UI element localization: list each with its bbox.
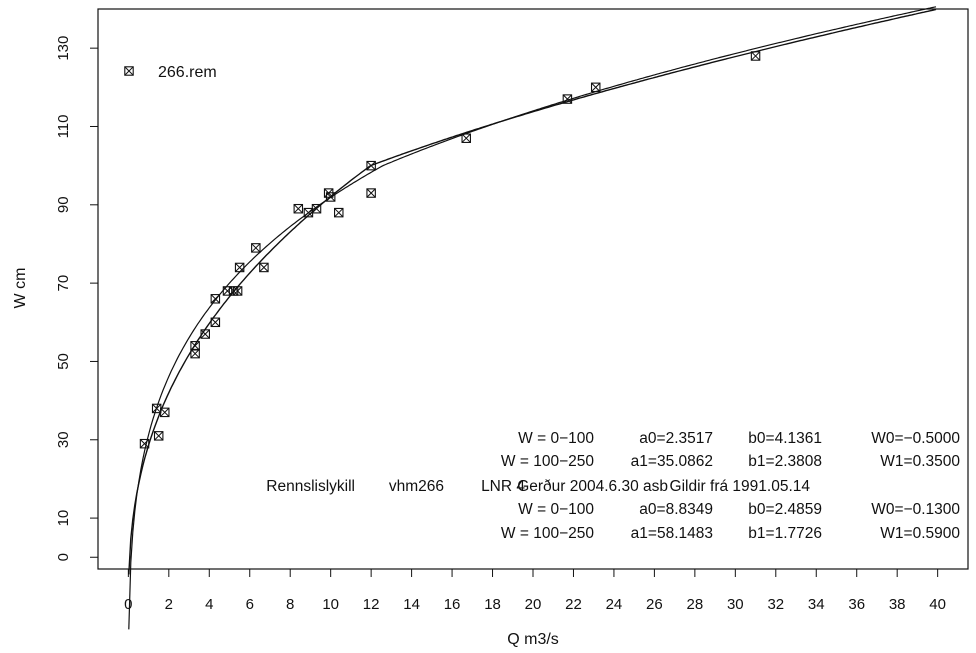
- annotation-text: a1=58.1483: [631, 525, 713, 542]
- y-axis: 0 10 30 50 70 90 110 130: [55, 36, 98, 561]
- annotation-text: a0=2.3517: [639, 430, 713, 447]
- data-point: [153, 431, 164, 441]
- data-point: [139, 438, 150, 449]
- annotation-text: Gildir frá 1991.05.14: [670, 478, 811, 495]
- annotation-text: b1=2.3808: [748, 453, 822, 470]
- x-tick-label: 12: [363, 596, 380, 613]
- x-tick-label: 18: [484, 596, 501, 613]
- annotation-text: W0=−0.5000: [871, 430, 960, 447]
- x-tick-label: 20: [525, 596, 542, 613]
- annotation-text: a1=35.0862: [631, 453, 713, 470]
- y-tick-label: 30: [55, 431, 72, 448]
- legend-marker: [124, 66, 134, 76]
- annotation-text: b1=1.7726: [748, 525, 822, 542]
- y-tick-label: 110: [55, 115, 72, 139]
- data-point: [334, 207, 344, 218]
- data-point: [259, 262, 269, 273]
- legend-symbol: [124, 66, 134, 76]
- data-point: [190, 348, 200, 359]
- data-point: [210, 294, 221, 304]
- data-point: [251, 243, 261, 253]
- data-point: [461, 133, 471, 143]
- data-point: [190, 341, 200, 351]
- x-tick-label: 28: [687, 596, 704, 613]
- data-point: [232, 286, 243, 296]
- legend: 266.rem: [124, 64, 217, 81]
- annotation-text: W = 0−100: [518, 430, 594, 447]
- y-tick-label: 90: [55, 196, 72, 213]
- y-tick-label: 50: [55, 353, 72, 370]
- annotation-block: W = 0−100 a0=2.3517 b0=4.1361 W0=−0.5000 W =…: [266, 430, 960, 542]
- annotation-text: W = 100−250: [501, 453, 594, 470]
- legend-label: 266.rem: [158, 64, 217, 81]
- data-point: [200, 329, 210, 339]
- data-point: [151, 403, 162, 414]
- x-tick-label: 40: [929, 596, 946, 613]
- data-point: [325, 192, 336, 202]
- data-point: [160, 407, 170, 418]
- y-tick-label: 0: [55, 553, 72, 561]
- x-tick-label: 8: [286, 596, 294, 613]
- x-tick-label: 16: [444, 596, 461, 613]
- annotation-text: W1=0.5900: [880, 525, 960, 542]
- annotation-text: b0=4.1361: [748, 430, 822, 447]
- annotation-text: Rennslislykill: [266, 478, 355, 495]
- data-point: [293, 203, 304, 214]
- rating-curve-line: [128, 6, 937, 630]
- x-axis: 0 2 4 6 8 10 12 14 16 18 20 22 24 26 28 30 32 34 36 38 40: [124, 569, 946, 613]
- x-tick-label: 36: [848, 596, 865, 613]
- x-tick-label: 26: [646, 596, 663, 613]
- x-tick-label: 38: [889, 596, 906, 613]
- annotation-text: b0=2.4859: [748, 501, 822, 518]
- annotation-text: W0=−0.1300: [871, 501, 960, 518]
- annotation-text: W1=0.3500: [880, 453, 960, 470]
- curve-group: [128, 6, 937, 630]
- x-tick-label: 34: [808, 596, 825, 613]
- y-tick-label: 10: [55, 510, 72, 527]
- x-tick-label: 24: [606, 596, 623, 613]
- x-tick-label: 0: [124, 596, 132, 613]
- data-point: [562, 94, 573, 104]
- rating-curve-line: [128, 8, 937, 575]
- data-point: [750, 51, 761, 61]
- x-tick-label: 4: [205, 596, 213, 613]
- annotation-text: LNR 4: [481, 478, 525, 495]
- y-tick-label: 130: [55, 36, 72, 61]
- annotation-text: vhm266: [389, 478, 444, 495]
- x-tick-label: 14: [403, 596, 420, 613]
- x-tick-label: 2: [165, 596, 173, 613]
- y-tick-label: 70: [55, 275, 72, 292]
- y-axis-label: W cm: [12, 268, 29, 309]
- x-tick-label: 30: [727, 596, 744, 613]
- data-point: [366, 160, 376, 171]
- annotation-text: a0=8.8349: [639, 501, 713, 518]
- x-tick-label: 32: [767, 596, 784, 613]
- x-tick-label: 6: [246, 596, 254, 613]
- data-point: [234, 262, 245, 273]
- data-point: [311, 203, 322, 214]
- annotation-text: W = 100−250: [501, 525, 594, 542]
- x-tick-label: 10: [322, 596, 339, 613]
- x-tick-label: 22: [565, 596, 582, 613]
- data-point: [366, 188, 376, 198]
- x-axis-label: Q m3/s: [507, 631, 559, 648]
- point-group: [139, 51, 761, 449]
- data-point: [590, 82, 601, 93]
- annotation-text: Gerður 2004.6.30 asb: [517, 478, 668, 495]
- data-point: [210, 317, 221, 328]
- annotation-text: W = 0−100: [518, 501, 594, 518]
